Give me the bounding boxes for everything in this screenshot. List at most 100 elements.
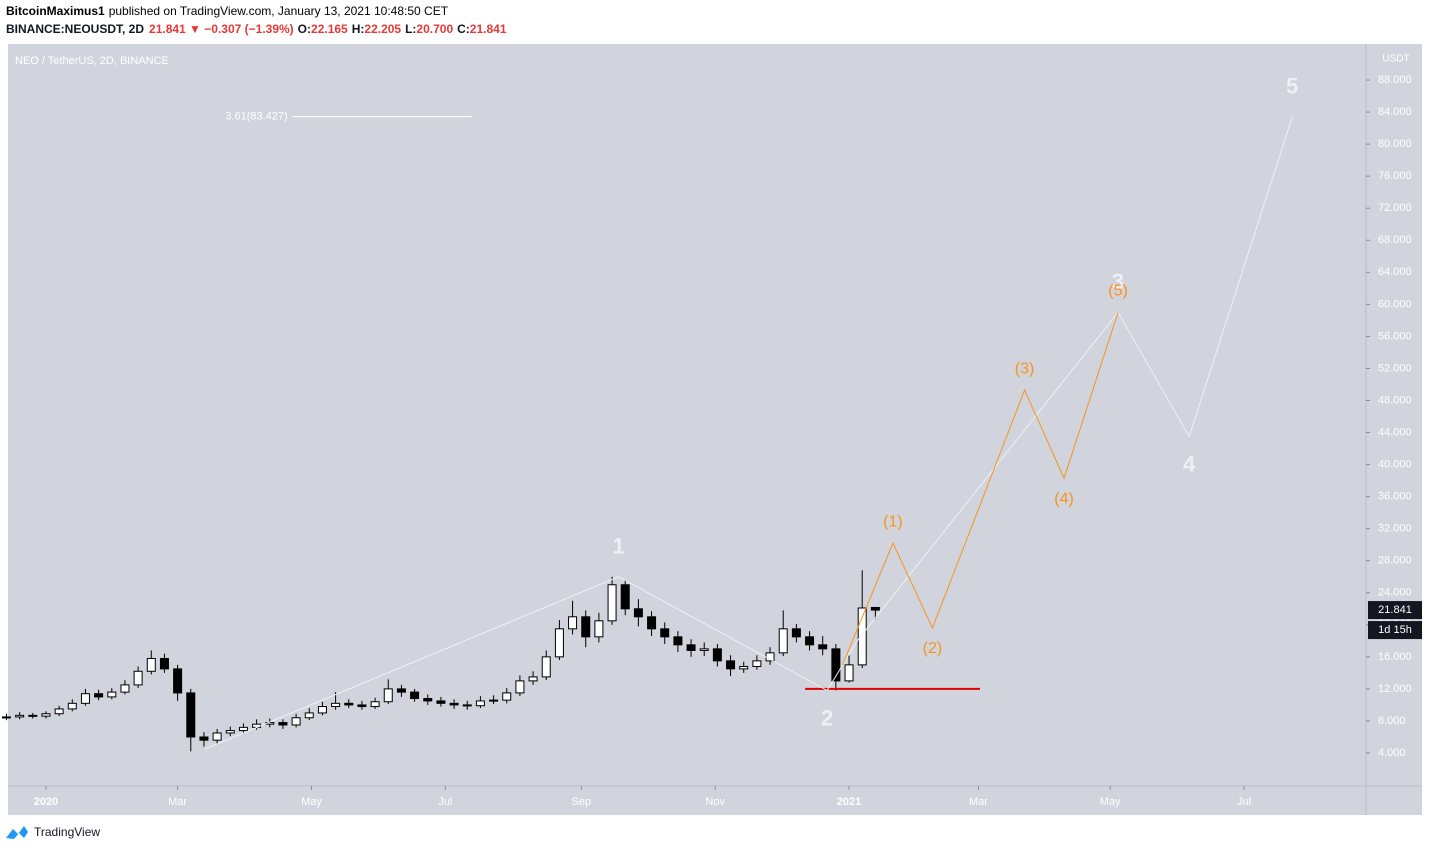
y-tick-label: 52.000 [1378,362,1412,374]
candle-body [778,628,788,654]
y-tick-label: 12.000 [1378,683,1412,695]
candle-body [67,702,77,710]
header-line: BitcoinMaximus1 published on TradingView.… [6,4,449,18]
wave-label: (3) [1015,360,1035,377]
candle-body [1,716,11,719]
candle-body [712,648,722,662]
y-tick-label: 24.000 [1378,587,1412,599]
candle-body [133,670,143,686]
candle-body [870,606,880,611]
axis-unit: USDT [1382,54,1409,65]
candle-body [686,644,696,651]
x-tick-label: Nov [705,796,725,808]
candle-body [370,701,380,708]
candle-body [107,691,117,698]
quote-line: BINANCE:NEOUSDT, 2D 21.841 ▼ −0.307 (−1.3… [6,22,507,36]
candle-body [726,660,736,670]
candle-body [317,706,327,714]
candle-body [15,714,25,718]
wave-label: 4 [1183,451,1196,476]
candle-body [54,708,64,715]
candle-body [660,628,670,638]
candle-body [581,616,591,638]
candle-body [423,698,433,702]
chart-area [8,44,1422,815]
candle-body [331,702,341,708]
y-tick-label: 16.000 [1378,651,1412,663]
brand: TradingView [34,825,100,839]
y-tick-label: 48.000 [1378,394,1412,406]
y-tick-label: 88.000 [1378,74,1412,86]
candle-body [568,616,578,630]
candle-body [396,688,406,693]
candle-body [489,699,499,702]
candle-body [475,700,485,707]
candle-body [739,665,749,670]
countdown-tag [1368,621,1422,640]
y-tick-label: 80.000 [1378,138,1412,150]
x-tick-label: Jul [1237,796,1251,808]
wave-label: 3 [1112,269,1124,294]
candle-body [304,712,314,719]
candle-body [515,680,525,694]
y-tick-label: 44.000 [1378,426,1412,438]
published: published on TradingView.com, January 13… [109,4,449,18]
countdown-label: 1d 15h [1378,624,1412,636]
candle-body [818,644,828,650]
wave-line [841,312,1119,666]
candle-body [647,616,657,630]
y-tick-label: 64.000 [1378,266,1412,278]
chart-title: NEO / TetherUS, 2D, BINANCE [15,55,169,67]
candle-body [278,722,288,726]
y-tick-label: 84.000 [1378,106,1412,118]
publisher: BitcoinMaximus1 [6,4,105,18]
wave-label: (2) [923,640,943,657]
y-tick-label: 8.000 [1378,715,1406,727]
candle-body [462,704,472,707]
candle-body [805,636,815,646]
quote-part: L: [405,22,416,36]
candle-body [238,726,248,732]
logo-mark [6,826,28,839]
candle-body [291,717,301,726]
candle-body [41,713,51,717]
fib-label: 3.61(83.427) [225,111,287,123]
logo [6,826,28,839]
wave-label: (4) [1054,490,1074,507]
candle-body [199,736,209,741]
candle-body [344,702,354,706]
x-tick-label: Mar [168,796,187,808]
y-tick-label: 32.000 [1378,523,1412,535]
candle-body [502,692,512,701]
y-tick-label: 60.000 [1378,298,1412,310]
y-tick-label: 68.000 [1378,234,1412,246]
wave-label: 2 [821,705,833,730]
wave-label: 1 [613,534,625,559]
candle-body [607,584,617,622]
quote-part: O: [298,22,311,36]
candle-body [844,664,854,682]
y-tick-label: 76.000 [1378,170,1412,182]
x-tick-label: Mar [969,796,988,808]
price-tag-label: 21.841 [1378,604,1412,616]
candle-body [831,648,841,682]
y-tick-label: 72.000 [1378,202,1412,214]
candle-body [436,700,446,704]
candle-body [383,688,393,703]
candle-body [673,636,683,646]
candle-body [699,648,709,651]
y-tick-label: 28.000 [1378,555,1412,567]
candle-body [80,693,90,704]
candle-body [186,692,196,738]
candle-body [28,714,38,717]
y-tick-label: 40.000 [1378,458,1412,470]
wave-label: (5) [1108,283,1128,300]
candle-body [528,676,538,682]
candle-body [449,702,459,706]
candle-body [225,730,235,734]
price-tag [1368,601,1422,620]
candle-body [357,704,367,708]
x-tick-label: 2020 [34,796,58,808]
candle-body [212,732,222,741]
